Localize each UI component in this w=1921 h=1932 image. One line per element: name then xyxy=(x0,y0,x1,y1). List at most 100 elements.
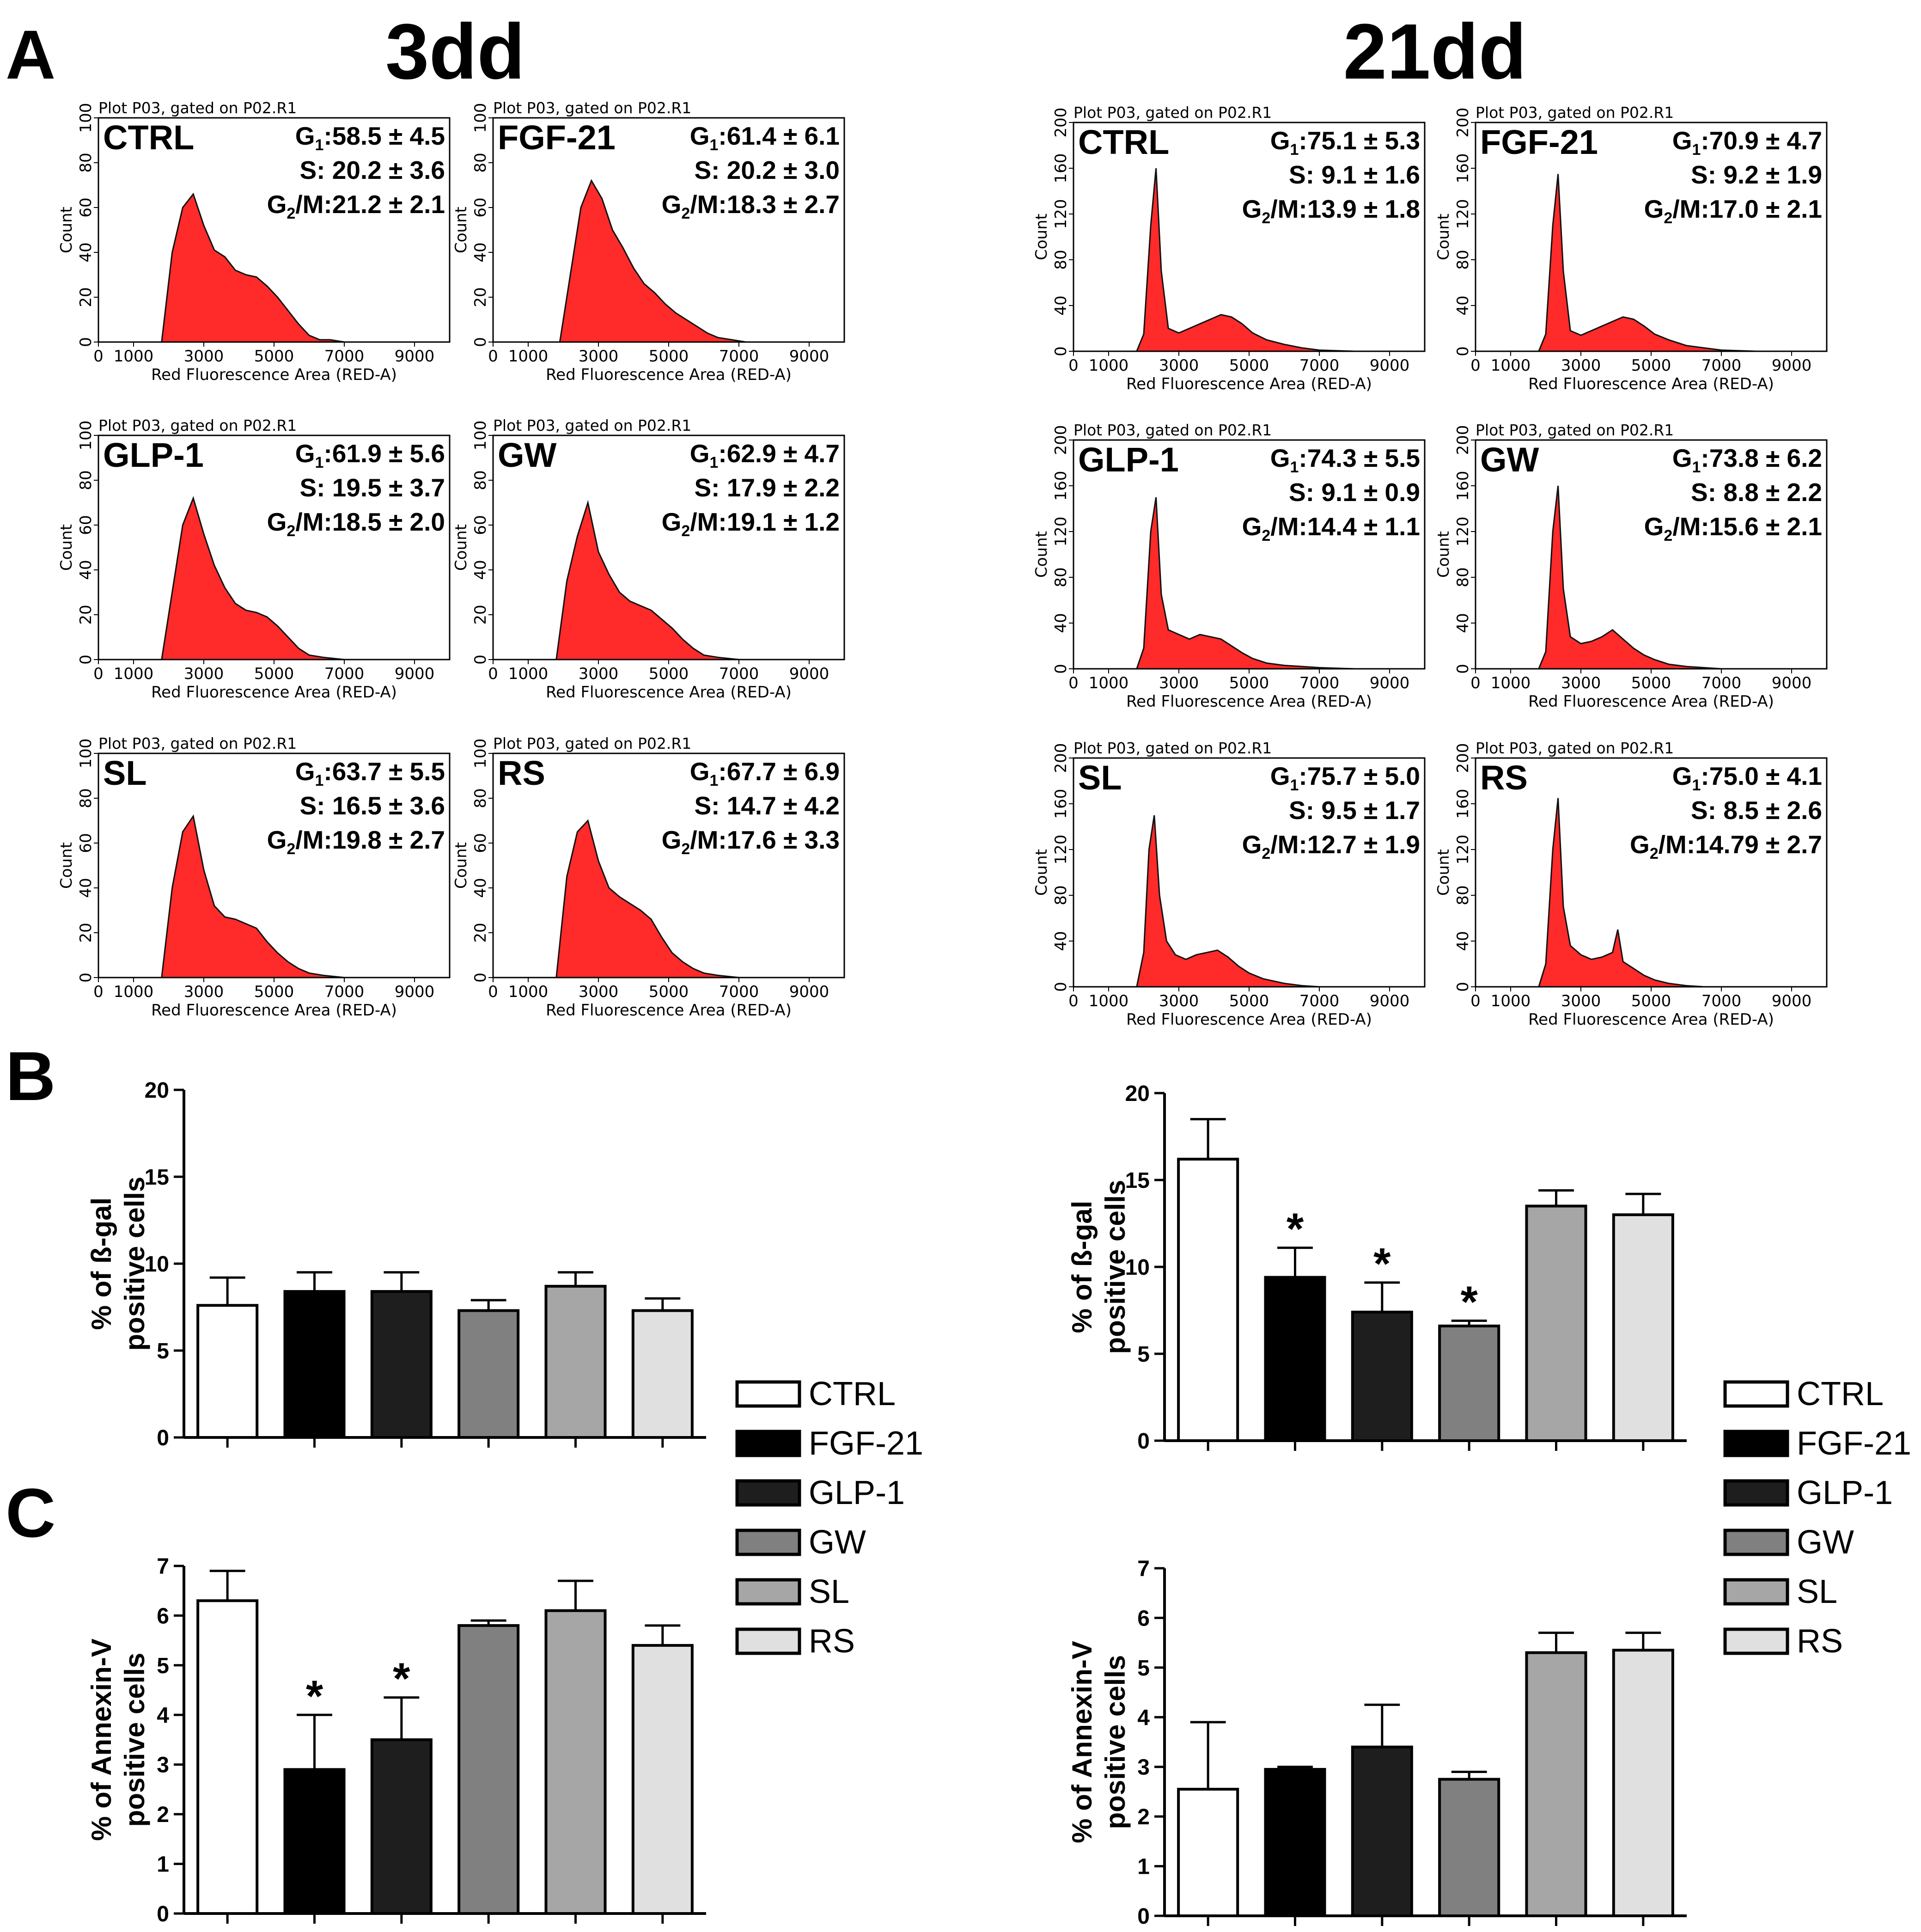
legend-swatch-fgf-21 xyxy=(1723,1430,1789,1457)
group-name: GLP-1 xyxy=(1078,440,1179,479)
group-name: RS xyxy=(498,754,545,792)
histogram-21dd-glp-1: Plot P03, gated on P02.R104080120160200C… xyxy=(1032,421,1426,711)
stat-g1-prefix: G xyxy=(1270,126,1290,155)
stat-g2m-subscript: 2 xyxy=(681,205,690,222)
y-axis-label: % of Annexin-Vpositive cells xyxy=(1067,1641,1131,1843)
y-tick-label: 15 xyxy=(145,1165,169,1190)
histogram-21dd-ctrl: Plot P03, gated on P02.R104080120160200C… xyxy=(1032,104,1426,393)
y-tick-label: 100 xyxy=(77,739,95,769)
stat-g2m-prefix: G xyxy=(267,190,287,219)
y-tick-label: 80 xyxy=(1454,250,1472,269)
group-name: SL xyxy=(1078,758,1122,797)
group-name: GW xyxy=(498,436,557,474)
x-tick-label: 3000 xyxy=(579,983,619,1001)
x-tick-label: 1000 xyxy=(1089,674,1129,692)
x-tick-label: 5000 xyxy=(1229,674,1269,692)
plot-title: Plot P03, gated on P02.R1 xyxy=(1073,421,1272,439)
bar-sl xyxy=(1525,1651,1587,1918)
stat-g1-subscript: 1 xyxy=(710,454,719,471)
stat-s: S: 9.1 ± 1.6 xyxy=(1289,160,1420,189)
y-tick-label: 60 xyxy=(77,515,95,535)
x-tick-label: 1000 xyxy=(1491,674,1531,692)
legend-swatch-glp-1 xyxy=(1723,1479,1789,1507)
x-axis-label: Red Fluorescence Area (RED-A) xyxy=(1528,375,1774,393)
legend-label-fgf-21: FGF-21 xyxy=(1797,1425,1911,1462)
stat-g1: G1:61.4 ± 6.1 xyxy=(690,122,840,154)
y-tick-label: 60 xyxy=(77,197,95,217)
x-axis-label: Red Fluorescence Area (RED-A) xyxy=(1528,692,1774,711)
y-tick-label: 5 xyxy=(157,1339,169,1363)
y-tick-label: 80 xyxy=(1052,250,1070,269)
group-name: CTRL xyxy=(103,118,194,157)
bar-rs xyxy=(1612,1649,1674,1917)
y-tick-label: 0 xyxy=(157,1426,169,1450)
y-tick-label: 40 xyxy=(471,560,490,580)
stat-g1-subscript: 1 xyxy=(1692,141,1701,159)
y-axis-label-line-1: % of ß-gal xyxy=(1067,1201,1098,1333)
y-axis-label-line-2: positive cells xyxy=(119,1653,150,1827)
column-title-3dd: 3dd xyxy=(385,8,525,96)
x-tick-label: 1000 xyxy=(1491,992,1531,1010)
legend-label-sl: SL xyxy=(809,1573,849,1610)
stat-g2m-value: /M:14.79 ± 2.7 xyxy=(1659,830,1822,859)
y-tick-label: 3 xyxy=(157,1753,169,1778)
stat-g1-value: :75.1 ± 5.3 xyxy=(1299,126,1420,155)
y-tick-label: 80 xyxy=(471,470,490,490)
bar-gw xyxy=(457,1309,520,1439)
y-tick-label: 40 xyxy=(1052,931,1070,951)
stat-s: S: 14.7 ± 4.2 xyxy=(694,791,840,820)
bar-glp-1 xyxy=(370,1290,433,1439)
y-axis-label: Count xyxy=(1032,214,1051,260)
stat-g2m-subscript: 2 xyxy=(1262,209,1270,227)
x-tick-label: 7000 xyxy=(1701,992,1742,1010)
stat-g1-prefix: G xyxy=(1672,762,1692,790)
stat-g2m-value: /M:13.9 ± 1.8 xyxy=(1270,195,1420,223)
bar-sl xyxy=(544,1284,607,1439)
group-name: RS xyxy=(1480,758,1528,797)
x-tick-label: 0 xyxy=(93,983,104,1001)
bar-sl xyxy=(1525,1204,1587,1442)
stat-g2m-prefix: G xyxy=(1630,830,1650,859)
bar-fgf-21 xyxy=(283,1768,346,1915)
stat-g1-prefix: G xyxy=(690,439,710,468)
stat-g2m-subscript: 2 xyxy=(1664,527,1672,544)
y-tick-label: 20 xyxy=(471,287,490,307)
group-name: GLP-1 xyxy=(103,436,204,474)
x-tick-label: 1000 xyxy=(114,983,154,1001)
x-tick-label: 3000 xyxy=(1159,356,1199,375)
y-tick-label: 0 xyxy=(1454,664,1472,674)
plot-title: Plot P03, gated on P02.R1 xyxy=(98,416,297,434)
x-tick-label: 9000 xyxy=(1772,356,1812,375)
x-tick-label: 5000 xyxy=(1631,356,1671,375)
x-tick-label: 9000 xyxy=(1370,356,1410,375)
stat-g1-prefix: G xyxy=(1270,762,1290,790)
bar-fgf-21 xyxy=(283,1290,346,1439)
plot-title: Plot P03, gated on P02.R1 xyxy=(1073,104,1272,122)
stat-g2m-value: /M:12.7 ± 1.9 xyxy=(1270,830,1420,859)
y-tick-label: 0 xyxy=(1052,664,1070,674)
legend-label-glp-1: GLP-1 xyxy=(1797,1474,1893,1511)
y-axis-label-line-2: positive cells xyxy=(119,1177,150,1351)
y-tick-label: 20 xyxy=(471,605,490,624)
y-tick-label: 160 xyxy=(1454,153,1472,183)
x-tick-label: 0 xyxy=(1470,992,1481,1010)
y-axis-label: Count xyxy=(1434,214,1453,260)
y-tick-label: 80 xyxy=(471,153,490,172)
x-tick-label: 7000 xyxy=(1701,674,1742,692)
bar-sl xyxy=(544,1609,607,1915)
stat-g2m-prefix: G xyxy=(267,825,287,854)
histogram-3dd-fgf-21: Plot P03, gated on P02.R1020406080100Cou… xyxy=(452,99,845,384)
y-tick-label: 20 xyxy=(77,923,95,942)
stat-g1-value: :74.3 ± 5.5 xyxy=(1299,444,1420,472)
y-tick-label: 40 xyxy=(77,242,95,262)
x-tick-label: 0 xyxy=(93,665,104,683)
stat-g2m-subscript: 2 xyxy=(287,205,295,222)
histogram-area xyxy=(1537,798,1820,988)
legend-label-fgf-21: FGF-21 xyxy=(809,1425,923,1462)
x-tick-label: 3000 xyxy=(1561,674,1601,692)
y-tick-label: 0 xyxy=(1454,982,1472,992)
stat-g1-subscript: 1 xyxy=(315,454,324,471)
stat-g2m: G2/M:18.5 ± 2.0 xyxy=(267,507,445,540)
legend-label-sl: SL xyxy=(1797,1573,1837,1610)
